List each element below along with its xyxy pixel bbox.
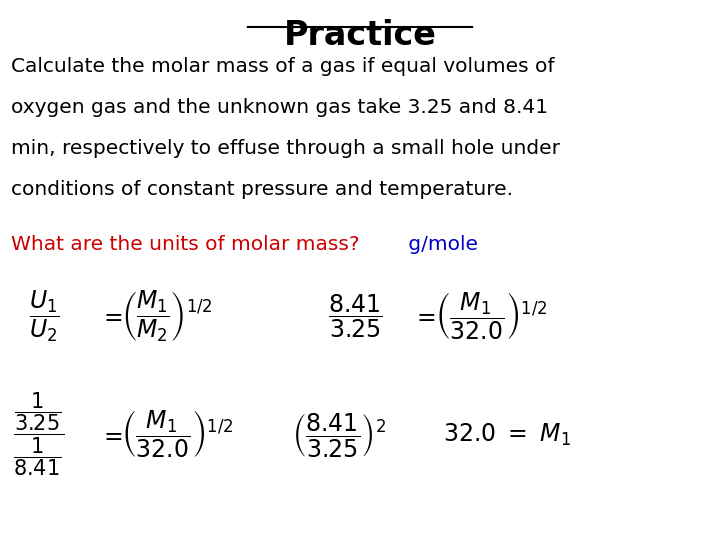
- Text: $\left(\dfrac{8.41}{3.25}\right)^{2}$: $\left(\dfrac{8.41}{3.25}\right)^{2}$: [292, 411, 385, 458]
- Text: $\left(\dfrac{M_1}{32.0}\right)^{1/2}$: $\left(\dfrac{M_1}{32.0}\right)^{1/2}$: [435, 290, 547, 342]
- Text: $\dfrac{\dfrac{1}{3.25}}{\dfrac{1}{8.41}}$: $\dfrac{\dfrac{1}{3.25}}{\dfrac{1}{8.41}…: [13, 391, 64, 478]
- Text: Calculate the molar mass of a gas if equal volumes of: Calculate the molar mass of a gas if equ…: [11, 57, 554, 76]
- Text: What are the units of molar mass?: What are the units of molar mass?: [11, 235, 359, 254]
- Text: $\dfrac{U_1}{U_2}$: $\dfrac{U_1}{U_2}$: [29, 288, 59, 344]
- Text: min, respectively to effuse through a small hole under: min, respectively to effuse through a sm…: [11, 139, 560, 158]
- Text: oxygen gas and the unknown gas take 3.25 and 8.41: oxygen gas and the unknown gas take 3.25…: [11, 98, 548, 117]
- Text: $=$: $=$: [412, 304, 436, 328]
- Text: $=$: $=$: [99, 304, 123, 328]
- Text: g/mole: g/mole: [402, 235, 478, 254]
- Text: $\dfrac{8.41}{3.25}$: $\dfrac{8.41}{3.25}$: [328, 292, 382, 340]
- Text: $=$: $=$: [99, 423, 123, 447]
- Text: Practice: Practice: [284, 19, 436, 52]
- Text: $\left(\dfrac{M_1}{M_2}\right)^{1/2}$: $\left(\dfrac{M_1}{M_2}\right)^{1/2}$: [121, 288, 212, 344]
- Text: $\left(\dfrac{M_1}{32.0}\right)^{1/2}$: $\left(\dfrac{M_1}{32.0}\right)^{1/2}$: [121, 409, 233, 461]
- Text: conditions of constant pressure and temperature.: conditions of constant pressure and temp…: [11, 180, 513, 199]
- Text: $32.0\ =\ M_1$: $32.0\ =\ M_1$: [443, 422, 571, 448]
